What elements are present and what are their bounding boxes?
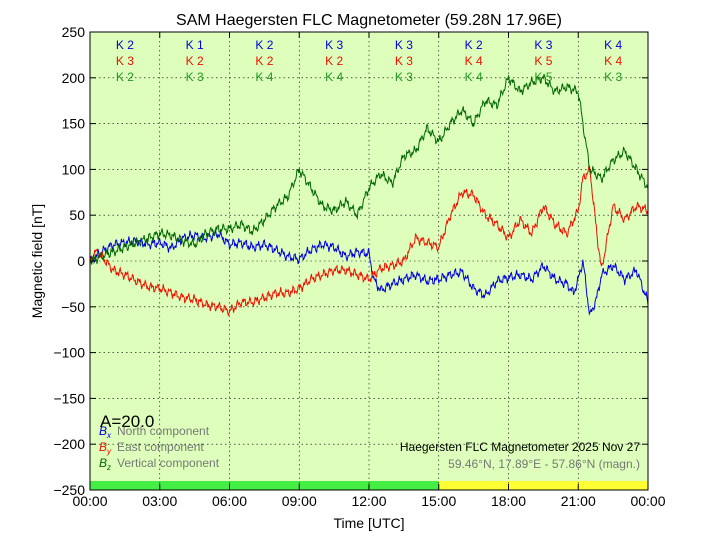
k-index-label: K 4 — [325, 70, 343, 84]
legend-label: Vertical component — [117, 456, 220, 470]
legend-label: East component — [117, 440, 204, 454]
y-tick-label: 50 — [69, 207, 85, 223]
k-index-label: K 4 — [604, 38, 622, 52]
series-line-bx — [89, 229, 649, 316]
k-index-label: K 4 — [255, 70, 273, 84]
x-tick-label: 21:00 — [561, 493, 596, 509]
x-tick-label: 12:00 — [351, 493, 386, 509]
a-index-label: A=20.0 — [100, 412, 154, 431]
series-line-bz — [89, 73, 649, 265]
y-tick-label: 100 — [62, 161, 86, 177]
y-tick-label: 0 — [77, 253, 85, 269]
axis-ticks: 00:00 03:00 06:00 09:00 12:00 15:00 18:00 21:00… — [53, 24, 665, 509]
k-index-label: K 2 — [116, 70, 134, 84]
k-index-label: K 3 — [186, 70, 204, 84]
y-tick-label: −150 — [53, 390, 85, 406]
day-bar-segment — [90, 481, 439, 490]
y-tick-label: −200 — [53, 436, 85, 452]
y-tick-label: 200 — [62, 70, 86, 86]
k-index-label: K 4 — [604, 54, 622, 68]
k-index-label: K 3 — [116, 54, 134, 68]
y-tick-label: 250 — [62, 24, 86, 40]
grid-lines — [90, 32, 648, 490]
x-tick-label: 00:00 — [72, 493, 107, 509]
chart-title: SAM Haegersten FLC Magnetometer (59.28N … — [176, 12, 562, 29]
x-tick-label: 09:00 — [282, 493, 317, 509]
coords-label: 59.46°N, 17.89°E - 57.86°N (magn.) — [448, 457, 640, 471]
legend-symbol: B — [99, 424, 107, 438]
series-layer — [89, 73, 649, 317]
x-tick-label: 06:00 — [212, 493, 247, 509]
legend-symbol-subscript: y — [106, 447, 112, 456]
k-index-label: K 3 — [534, 38, 552, 52]
series-line-by — [89, 164, 649, 317]
k-index-label: K 1 — [186, 38, 204, 52]
y-tick-label: −50 — [61, 299, 85, 315]
caption-label: Haegersten FLC Magnetometer 2025 Nov 27 — [400, 440, 640, 454]
k-index-label: K 2 — [116, 38, 134, 52]
k-index-label: K 5 — [534, 70, 552, 84]
k-index-label: K 2 — [325, 54, 343, 68]
y-tick-label: −100 — [53, 345, 85, 361]
k-index-label: K 3 — [604, 70, 622, 84]
y-axis-label: Magnetic field [nT] — [29, 204, 45, 318]
k-index-label: K 3 — [395, 70, 413, 84]
k-index-label: K 5 — [534, 54, 552, 68]
legend-symbol-subscript: z — [106, 463, 111, 472]
k-index-label: K 3 — [395, 54, 413, 68]
x-tick-label: 00:00 — [630, 493, 665, 509]
y-tick-label: −250 — [53, 482, 85, 498]
k-index-label: K 4 — [465, 54, 483, 68]
k-index-label: K 3 — [395, 38, 413, 52]
legend-symbol-subscript: x — [106, 431, 112, 440]
day-bar-segment — [438, 481, 648, 490]
x-axis-label: Time [UTC] — [333, 515, 404, 531]
k-index-label: K 2 — [186, 54, 204, 68]
x-tick-label: 03:00 — [142, 493, 177, 509]
k-index-label: K 4 — [465, 70, 483, 84]
legend-label: North component — [117, 424, 210, 438]
y-tick-label: 150 — [62, 116, 86, 132]
x-tick-label: 15:00 — [421, 493, 456, 509]
k-index-label: K 2 — [255, 38, 273, 52]
k-index-label: K 2 — [255, 54, 273, 68]
k-index-label: K 3 — [325, 38, 343, 52]
day-night-bar — [90, 481, 648, 490]
k-index-label: K 2 — [465, 38, 483, 52]
legend-symbol: B — [99, 440, 107, 454]
x-tick-label: 18:00 — [491, 493, 526, 509]
legend-symbol: B — [99, 456, 107, 470]
k-index-labels: K 2 K 1 K 2 K 3 K 3 K 2 K 3 K 4 K 3 K 2 K 2 K 2 K 3 K… — [116, 38, 623, 84]
